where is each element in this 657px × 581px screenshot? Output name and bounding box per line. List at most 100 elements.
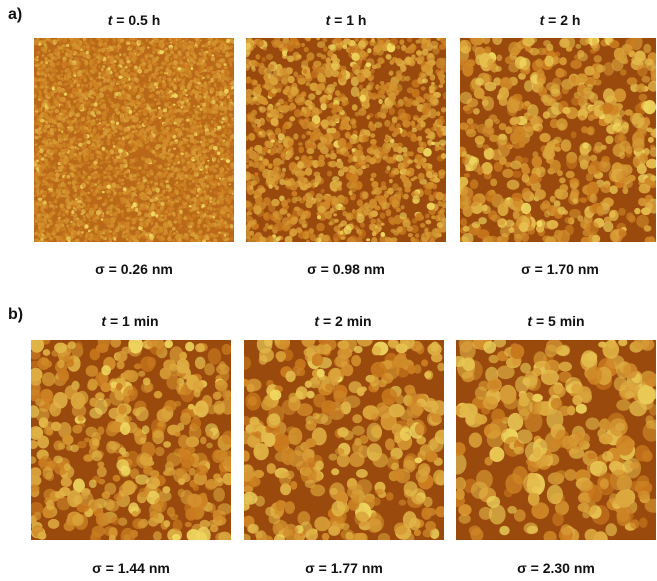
surface-grain [77, 158, 82, 163]
surface-grain [114, 118, 118, 122]
surface-grain [133, 173, 137, 178]
surface-grain [213, 96, 218, 100]
surface-grain [420, 73, 427, 78]
surface-grain [209, 232, 214, 237]
surface-grain [215, 104, 219, 108]
surface-grain [211, 48, 217, 53]
surface-grain [75, 181, 78, 184]
surface-grain [38, 130, 43, 135]
surface-grain [48, 92, 52, 97]
surface-grain [42, 180, 47, 186]
surface-grain [224, 142, 229, 147]
surface-grain [217, 159, 220, 162]
surface-grain [232, 170, 234, 174]
surface-grain [122, 163, 126, 167]
surface-grain [197, 110, 202, 115]
surface-grain [119, 79, 123, 84]
surface-grain [177, 67, 182, 71]
surface-grain [169, 107, 174, 112]
surface-grain [205, 121, 208, 125]
surface-grain [75, 198, 78, 201]
surface-grain [138, 193, 142, 196]
surface-grain [176, 200, 180, 203]
surface-grain [99, 161, 103, 165]
surface-grain [149, 117, 152, 120]
surface-grain [218, 38, 224, 43]
surface-grain [88, 210, 93, 214]
surface-grain [105, 240, 109, 242]
surface-grain [188, 111, 193, 115]
surface-grain [305, 81, 311, 87]
surface-grain [132, 125, 135, 128]
surface-grain [196, 95, 201, 101]
surface-grain [92, 175, 97, 180]
surface-grain [226, 199, 231, 205]
surface-grain [41, 54, 45, 57]
surface-grain [91, 190, 95, 194]
surface-grain [88, 168, 92, 171]
surface-grain [107, 152, 111, 155]
surface-grain [137, 91, 142, 96]
surface-grain [178, 239, 182, 242]
surface-grain [148, 212, 152, 216]
surface-grain [72, 96, 75, 99]
surface-grain [44, 125, 49, 129]
surface-grain [145, 122, 150, 127]
surface-grain [66, 174, 71, 179]
surface-grain [227, 133, 230, 136]
surface-grain [182, 175, 186, 179]
surface-grain [201, 142, 206, 148]
surface-grain [306, 52, 315, 61]
surface-grain [225, 171, 229, 174]
surface-grain [402, 146, 408, 153]
surface-grain [181, 202, 186, 206]
surface-grain [125, 223, 128, 226]
surface-grain [37, 155, 42, 160]
surface-grain [90, 228, 94, 231]
surface-grain [106, 60, 111, 66]
surface-grain [34, 84, 38, 89]
surface-grain [88, 107, 92, 112]
surface-grain [91, 46, 95, 50]
surface-grain [226, 95, 230, 99]
surface-grain [395, 103, 401, 108]
time-symbol: t [539, 12, 545, 28]
surface-grain [43, 217, 47, 221]
surface-grain [87, 100, 91, 104]
surface-grain [314, 175, 322, 184]
surface-grain [73, 74, 77, 77]
surface-grain [216, 151, 221, 156]
surface-grain [129, 151, 132, 153]
surface-grain [168, 42, 171, 44]
surface-grain [181, 119, 185, 122]
surface-grain [141, 196, 146, 201]
surface-grain [139, 182, 143, 186]
surface-grain [126, 60, 131, 64]
surface-grain [106, 173, 111, 177]
surface-grain [189, 118, 194, 122]
surface-grain [55, 178, 60, 183]
surface-grain [230, 187, 233, 189]
surface-grain [186, 157, 189, 160]
surface-grain [84, 92, 88, 96]
surface-grain [217, 78, 221, 83]
surface-grain [219, 137, 223, 143]
surface-grain [206, 92, 209, 95]
surface-grain [156, 86, 159, 89]
surface-grain [165, 170, 168, 174]
surface-grain [42, 239, 47, 242]
surface-grain [216, 63, 221, 69]
surface-grain [67, 232, 71, 235]
surface-grain [58, 74, 61, 78]
surface-grain [281, 129, 286, 134]
surface-grain [66, 133, 70, 136]
surface-grain [151, 149, 156, 154]
surface-grain [70, 105, 76, 110]
surface-grain [210, 87, 215, 93]
surface-grain [267, 163, 273, 169]
surface-grain [79, 227, 83, 231]
surface-grain [77, 200, 82, 204]
surface-grain [34, 57, 39, 61]
surface-grain [218, 119, 223, 123]
surface-grain [206, 149, 210, 152]
